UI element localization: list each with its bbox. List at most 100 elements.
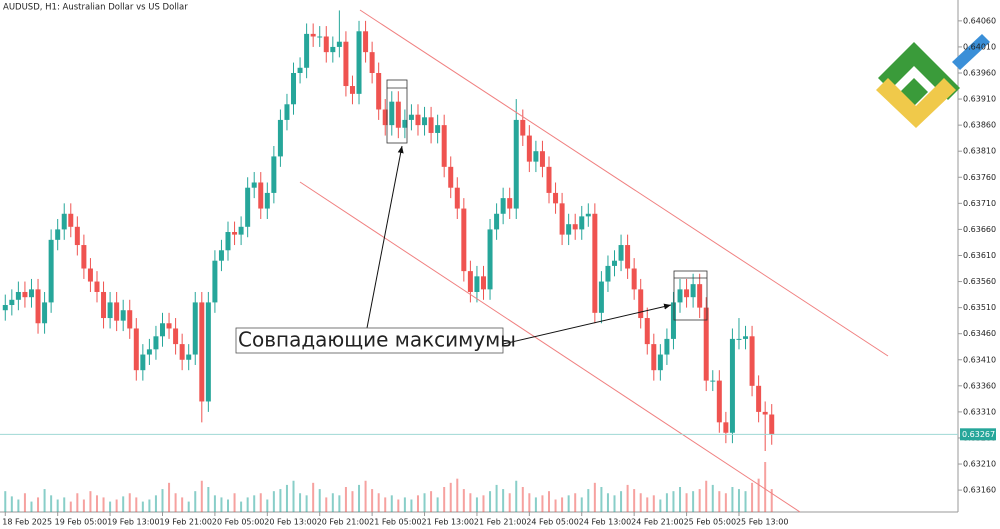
candle-body <box>245 187 251 227</box>
candle-body <box>494 213 500 230</box>
y-tick-label: 0.63410 <box>963 355 996 364</box>
y-tick-label: 0.63610 <box>963 251 996 260</box>
volume-bar <box>764 462 767 512</box>
volume-bar <box>751 482 754 512</box>
volume-bar <box>115 499 118 512</box>
candle-body <box>317 36 323 38</box>
volume-bar <box>168 482 171 512</box>
volume-bar <box>620 491 623 512</box>
candle-body <box>166 323 172 329</box>
volume-bar <box>390 495 393 512</box>
volume-bar <box>508 493 511 512</box>
y-tick-label: 0.63160 <box>963 486 996 495</box>
y-tick-label: 0.63760 <box>963 173 996 182</box>
candle-body <box>441 125 447 167</box>
volume-bar <box>233 493 236 512</box>
last-price-box <box>960 428 996 441</box>
x-tick-label: 25 Feb 05:00 <box>684 518 736 527</box>
candle-body <box>336 41 342 47</box>
annotation-box <box>235 327 504 354</box>
candle-body <box>9 299 15 306</box>
candle-body <box>710 380 716 382</box>
candle-body <box>376 72 382 110</box>
volume-bar <box>495 484 498 512</box>
volume-bar <box>456 478 459 512</box>
volume-bar <box>154 495 157 512</box>
candle-body <box>579 216 585 230</box>
candle-body <box>68 213 74 227</box>
candle-body <box>258 182 264 209</box>
volume-bar <box>351 491 354 512</box>
x-tick-label: 24 Feb 13:00 <box>579 518 631 527</box>
volume-bar <box>292 480 295 512</box>
candle-body <box>356 31 362 94</box>
volume-bar <box>69 501 72 512</box>
y-tick-label: 0.63310 <box>963 407 996 416</box>
volume-bar <box>692 491 695 512</box>
volume-bar <box>515 480 518 512</box>
candle-body <box>2 305 8 311</box>
volume-bar <box>384 497 387 512</box>
candle-body <box>127 310 133 329</box>
volume-bar <box>469 493 472 512</box>
volume-bar <box>475 497 478 512</box>
candle-body <box>533 151 539 162</box>
volume-bar <box>141 501 144 512</box>
candle-body <box>107 302 113 319</box>
volume-bar <box>128 493 131 512</box>
candle-body <box>507 198 513 209</box>
candle-body <box>467 271 473 292</box>
candle-body <box>22 291 28 298</box>
volume-bar <box>37 497 40 512</box>
candle-body <box>330 46 336 53</box>
volume-bar <box>187 501 190 512</box>
volume-bar <box>410 499 413 512</box>
candle-body <box>500 198 506 214</box>
candle-body <box>28 289 34 298</box>
volume-bar <box>331 493 334 512</box>
volume-bar <box>213 495 216 512</box>
candle-body <box>625 245 631 269</box>
candle-body <box>153 336 159 350</box>
volume-bar <box>600 487 603 512</box>
candle-body <box>35 289 41 324</box>
volume-bar <box>593 482 596 512</box>
candle-body <box>323 36 329 53</box>
candle-body <box>690 284 696 298</box>
volume-bar <box>312 482 315 512</box>
candle-body <box>729 338 735 433</box>
x-tick-label: 19 Feb 21:00 <box>159 518 211 527</box>
x-tick-label: 24 Feb 05:00 <box>526 518 578 527</box>
candle-body <box>212 260 218 303</box>
volume-bar <box>587 489 590 512</box>
channel-upper <box>359 9 889 357</box>
candle-body <box>736 338 742 340</box>
candle-body <box>179 344 185 360</box>
volume-bar <box>574 493 577 512</box>
candle-body <box>474 276 480 292</box>
candle-body <box>42 302 48 324</box>
volume-bar <box>17 499 20 512</box>
y-tick-label: 0.63660 <box>963 225 996 234</box>
candle-body <box>297 67 303 73</box>
x-tick-label: 25 Feb 13:00 <box>736 518 788 527</box>
volume-bar <box>430 491 433 512</box>
volume-bar <box>534 497 537 512</box>
volume-bar <box>731 487 734 512</box>
x-tick-label: 19 Feb 05:00 <box>55 518 107 527</box>
volume-bar <box>770 489 773 512</box>
candle-body <box>605 265 611 282</box>
candle-body <box>74 226 80 246</box>
volume-bar <box>207 487 210 512</box>
annotation: Совпадающие максимумы <box>238 328 516 352</box>
candle-body <box>670 302 676 339</box>
y-tick-label: 0.63560 <box>963 277 996 286</box>
volume-bar <box>109 501 112 512</box>
volume-bar <box>148 499 151 512</box>
candle-body <box>205 302 211 402</box>
volume-bar <box>737 489 740 512</box>
y-tick-label: 0.63860 <box>963 121 996 130</box>
candle-body <box>539 151 545 167</box>
candle-body <box>55 229 61 240</box>
